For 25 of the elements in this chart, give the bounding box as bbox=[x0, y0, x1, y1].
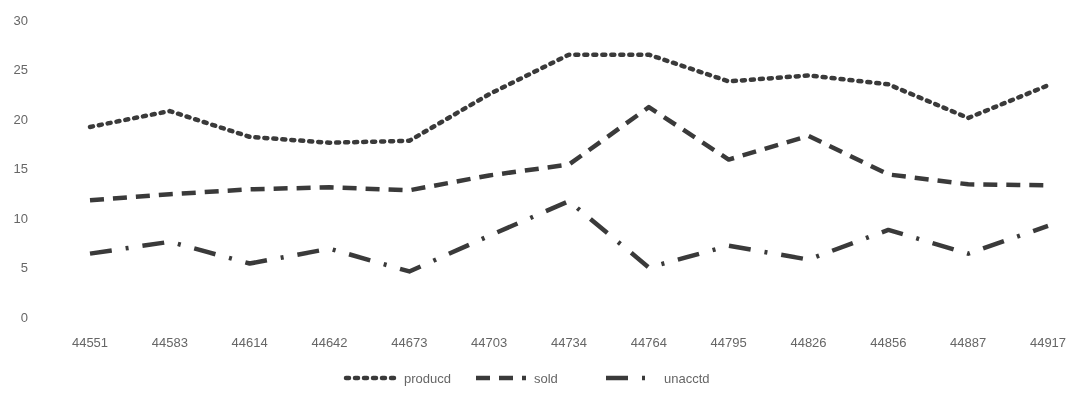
x-tick-label: 44673 bbox=[391, 335, 428, 350]
legend-label: sold bbox=[534, 370, 558, 386]
y-tick-label: 5 bbox=[20, 260, 28, 276]
x-tick-label: 44917 bbox=[1029, 335, 1067, 350]
y-tick-label: 10 bbox=[13, 210, 28, 226]
line-series bbox=[87, 198, 1051, 274]
legend-label: producd bbox=[404, 370, 451, 386]
x-tick-label: 44764 bbox=[630, 335, 667, 350]
y-tick-label: 0 bbox=[20, 309, 28, 325]
x-tick-label: 44826 bbox=[790, 335, 827, 350]
x-tick-label: 44551 bbox=[71, 335, 109, 350]
y-tick-label: 20 bbox=[13, 111, 28, 127]
line-series bbox=[87, 52, 1051, 146]
x-tick-label: 44795 bbox=[710, 335, 747, 350]
x-tick-label: 44583 bbox=[151, 335, 188, 350]
x-tick-label: 44734 bbox=[550, 335, 588, 350]
x-tick-label: 44703 bbox=[471, 335, 508, 350]
y-tick-label: 25 bbox=[13, 62, 28, 78]
x-tick-label: 44642 bbox=[311, 335, 348, 350]
legend-label: unacctd bbox=[664, 370, 710, 386]
x-tick-label: 44614 bbox=[231, 335, 268, 350]
x-tick-label: 44887 bbox=[950, 335, 987, 350]
y-tick-label: 15 bbox=[13, 161, 28, 177]
y-tick-label: 30 bbox=[13, 12, 28, 28]
x-tick-label: 44856 bbox=[870, 335, 907, 350]
